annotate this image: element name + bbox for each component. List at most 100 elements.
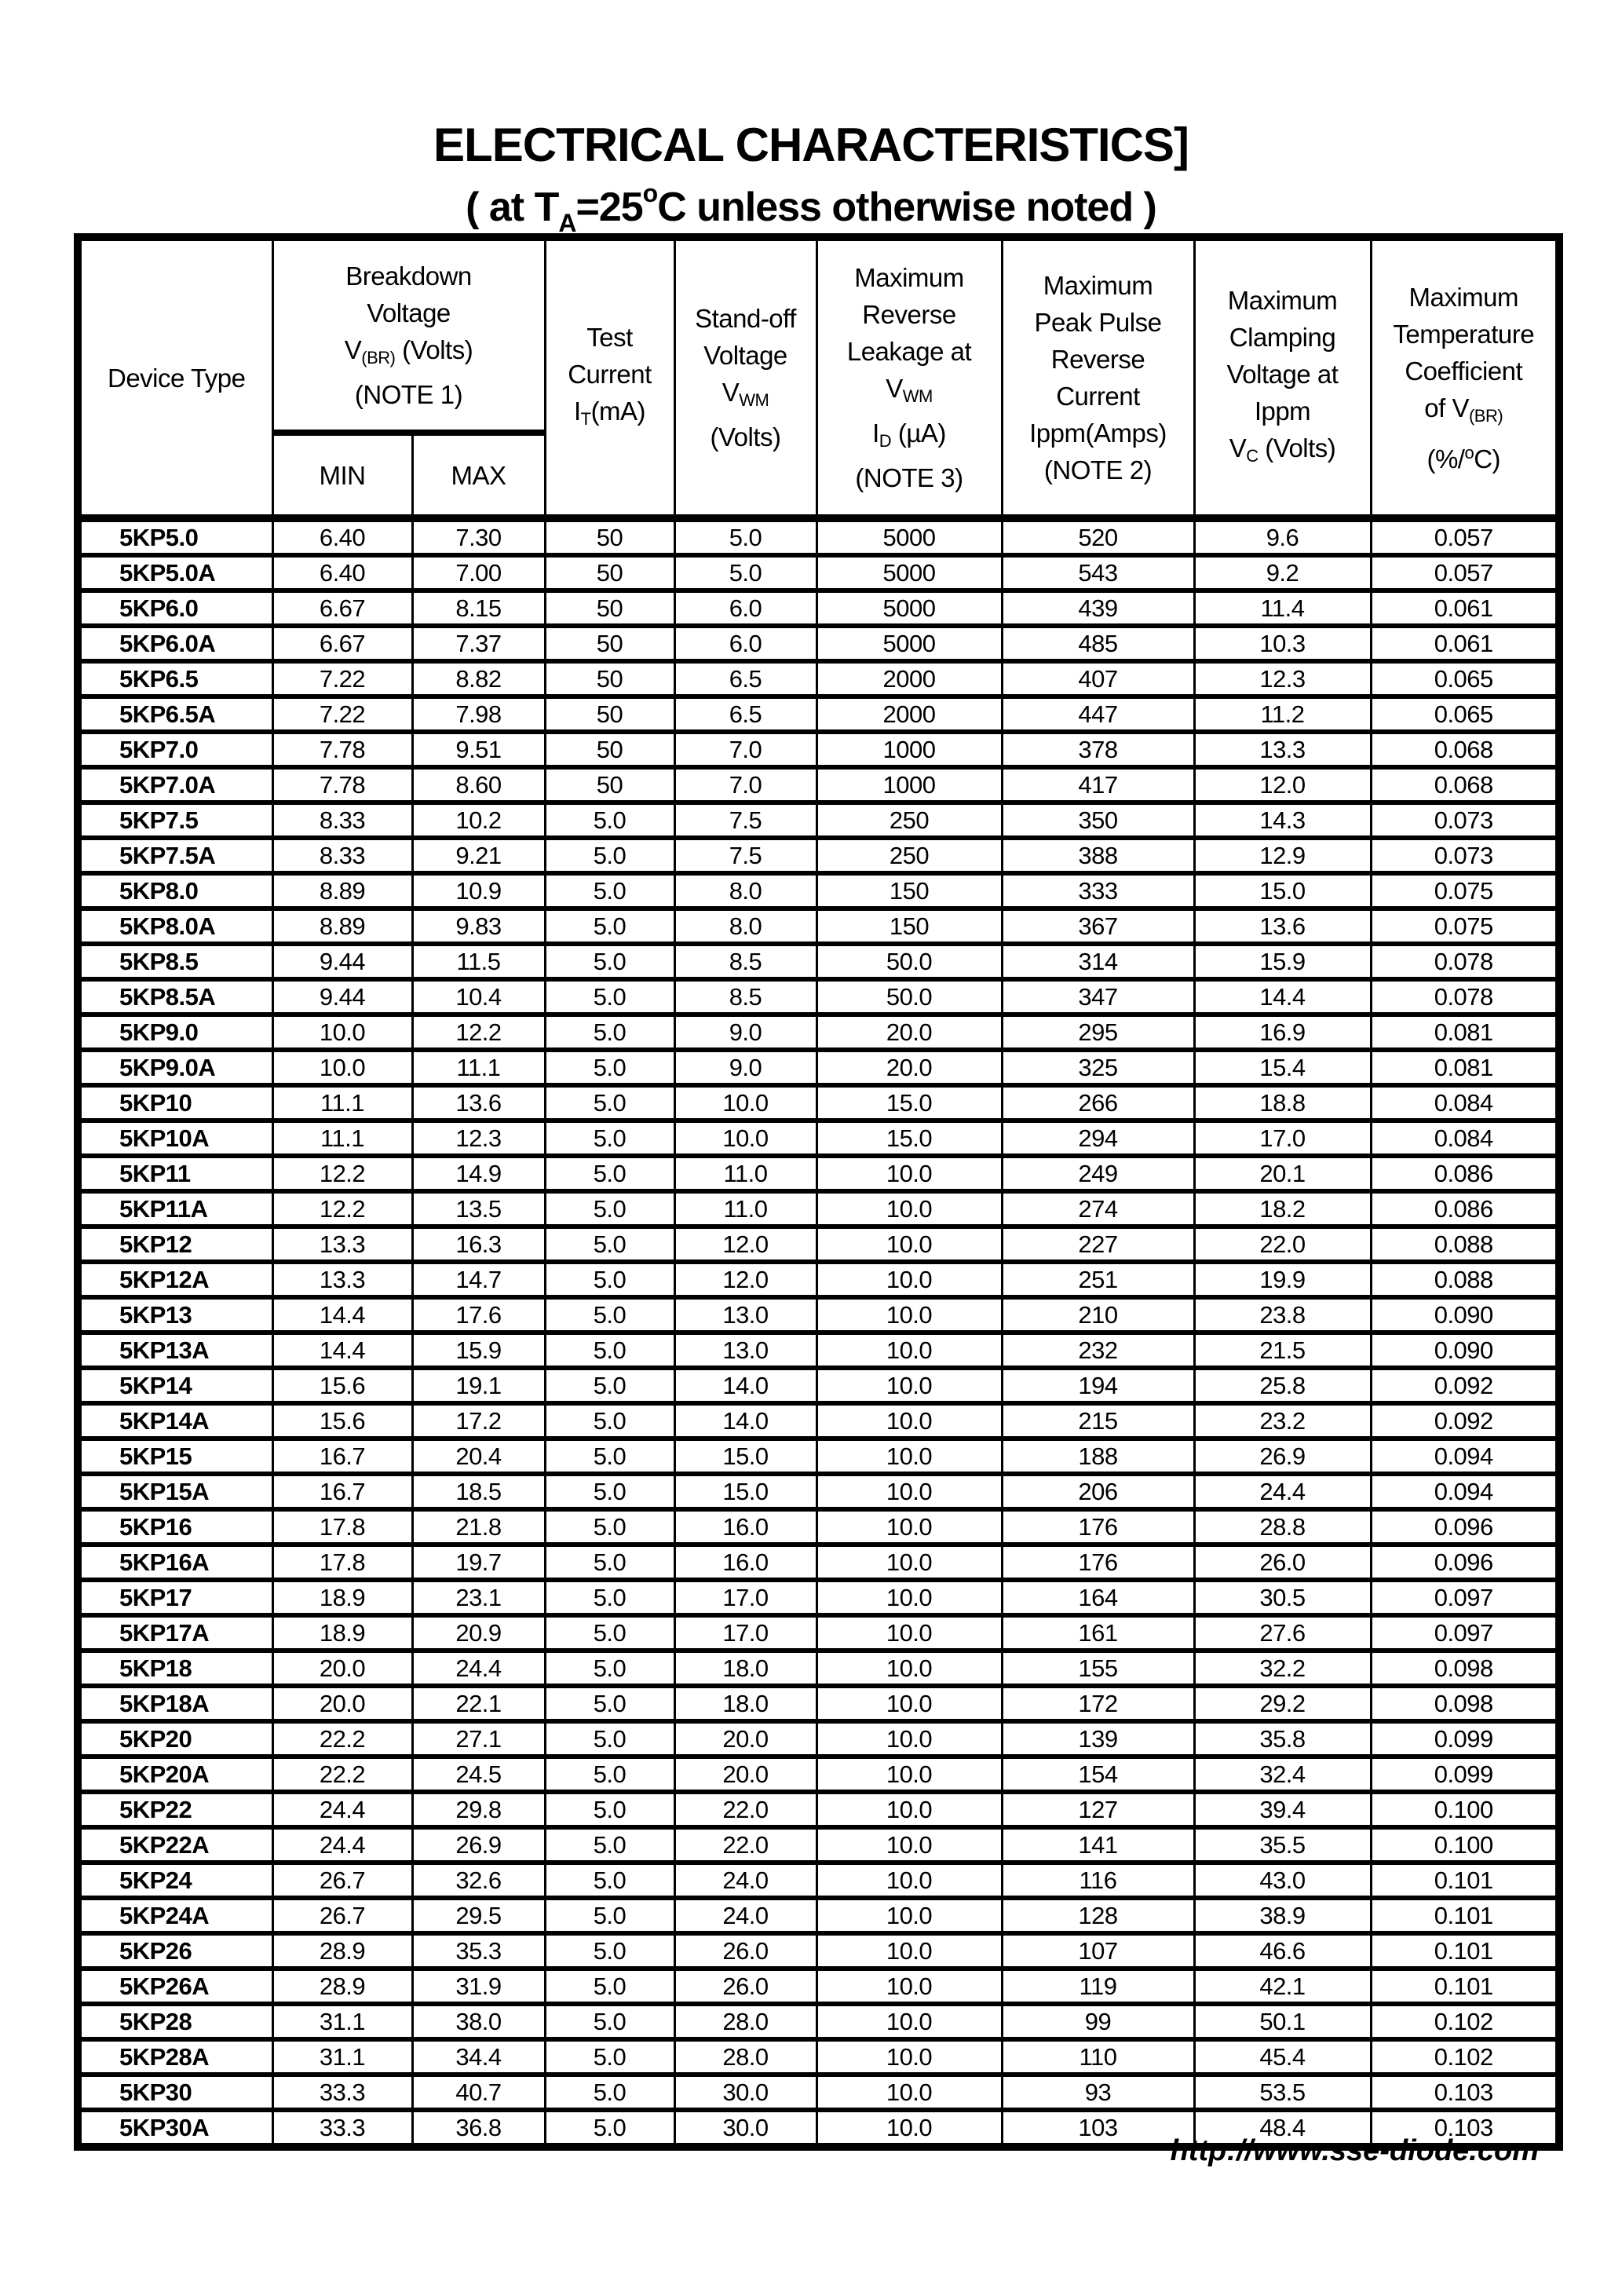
cell-standoff-voltage: 11.0 [673, 1189, 818, 1228]
table-row: 5KP6.5 7.22 8.82 50 6.5 2000 407 12.3 0.065 [76, 659, 1561, 698]
cell-standoff-voltage: 18.0 [673, 1648, 818, 1687]
header-line: VC (Volts) [1229, 433, 1336, 466]
cell-standoff-voltage: 5.0 [673, 553, 818, 592]
cell-reverse-leakage: 20.0 [815, 1047, 1003, 1087]
cell-vbr-min: 12.2 [271, 1189, 414, 1228]
cell-test-current: 5.0 [543, 1224, 676, 1263]
cell-temp-coefficient: 0.090 [1369, 1295, 1561, 1334]
cell-test-current: 5.0 [543, 1860, 676, 1899]
table-row: 5KP9.0A 10.0 11.1 5.0 9.0 20.0 325 15.4 0.081 [76, 1047, 1561, 1087]
table-row: 5KP6.0A 6.67 7.37 50 6.0 5000 485 10.3 0.061 [76, 623, 1561, 663]
cell-standoff-voltage: 30.0 [673, 2108, 818, 2148]
cell-reverse-leakage: 20.0 [815, 1012, 1003, 1051]
cell-standoff-voltage: 7.5 [673, 835, 818, 875]
cell-reverse-leakage: 10.0 [815, 1507, 1003, 1546]
table-row: 5KP18 20.0 24.4 5.0 18.0 10.0 155 32.2 0.098 [76, 1648, 1561, 1687]
cell-vbr-max: 36.8 [411, 2108, 546, 2148]
cell-reverse-leakage: 250 [815, 800, 1003, 839]
cell-clamping-voltage: 17.0 [1193, 1118, 1372, 1157]
cell-standoff-voltage: 13.0 [673, 1295, 818, 1334]
cell-test-current: 5.0 [543, 2072, 676, 2111]
cell-reverse-leakage: 10.0 [815, 1189, 1003, 1228]
cell-vbr-min: 28.9 [271, 1966, 414, 2005]
header-device-type: Device Type [76, 236, 274, 520]
cell-test-current: 5.0 [543, 1754, 676, 1793]
cell-temp-coefficient: 0.078 [1369, 977, 1561, 1016]
table-row: 5KP7.5A 8.33 9.21 5.0 7.5 250 388 12.9 0.073 [76, 835, 1561, 875]
cell-vbr-min: 9.44 [271, 977, 414, 1016]
table-row: 5KP5.0A 6.40 7.00 50 5.0 5000 543 9.2 0.057 [76, 553, 1561, 592]
cell-vbr-min: 7.22 [271, 694, 414, 733]
header-line: Stand-off [695, 304, 796, 333]
cell-temp-coefficient: 0.100 [1369, 1825, 1561, 1864]
cell-temp-coefficient: 0.073 [1369, 800, 1561, 839]
cell-test-current: 5.0 [543, 2002, 676, 2041]
cell-peak-pulse-current: 139 [1000, 1719, 1196, 1758]
cell-reverse-leakage: 150 [815, 871, 1003, 910]
table-row: 5KP12A 13.3 14.7 5.0 12.0 10.0 251 19.9 0.088 [76, 1260, 1561, 1299]
cell-test-current: 5.0 [543, 1507, 676, 1546]
header-line: Test [586, 322, 633, 352]
cell-device-type: 5KP26A [76, 1966, 274, 2005]
cell-temp-coefficient: 0.065 [1369, 694, 1561, 733]
cell-device-type: 5KP11 [76, 1153, 274, 1193]
cell-temp-coefficient: 0.084 [1369, 1118, 1561, 1157]
cell-device-type: 5KP12A [76, 1260, 274, 1299]
header-line: Maximum [1227, 285, 1338, 315]
cell-peak-pulse-current: 103 [1000, 2108, 1196, 2148]
cell-vbr-max: 27.1 [411, 1719, 546, 1758]
cell-device-type: 5KP8.0 [76, 871, 274, 910]
cell-temp-coefficient: 0.099 [1369, 1719, 1561, 1758]
cell-vbr-min: 13.3 [271, 1224, 414, 1263]
subtitle-text: =25 [575, 185, 643, 230]
cell-test-current: 50 [543, 588, 676, 627]
cell-test-current: 5.0 [543, 1472, 676, 1511]
cell-temp-coefficient: 0.100 [1369, 1790, 1561, 1829]
cell-vbr-max: 24.4 [411, 1648, 546, 1687]
cell-temp-coefficient: 0.092 [1369, 1366, 1561, 1405]
cell-vbr-max: 15.9 [411, 1330, 546, 1369]
cell-vbr-min: 14.4 [271, 1295, 414, 1334]
cell-device-type: 5KP22A [76, 1825, 274, 1864]
cell-standoff-voltage: 18.0 [673, 1684, 818, 1723]
cell-peak-pulse-current: 295 [1000, 1012, 1196, 1051]
cell-device-type: 5KP28A [76, 2037, 274, 2076]
cell-peak-pulse-current: 116 [1000, 1860, 1196, 1899]
cell-temp-coefficient: 0.101 [1369, 1966, 1561, 2005]
cell-temp-coefficient: 0.065 [1369, 659, 1561, 698]
header-line: Maximum [854, 263, 964, 292]
cell-peak-pulse-current: 232 [1000, 1330, 1196, 1369]
header-line: (NOTE 3) [855, 463, 963, 492]
cell-test-current: 5.0 [543, 1153, 676, 1193]
cell-peak-pulse-current: 164 [1000, 1578, 1196, 1617]
cell-test-current: 50 [543, 694, 676, 733]
table-row: 5KP5.0 6.40 7.30 50 5.0 5000 520 9.6 0.057 [76, 514, 1561, 557]
cell-reverse-leakage: 10.0 [815, 1931, 1003, 1970]
cell-temp-coefficient: 0.078 [1369, 941, 1561, 981]
cell-clamping-voltage: 32.4 [1193, 1754, 1372, 1793]
cell-vbr-max: 7.00 [411, 553, 546, 592]
cell-peak-pulse-current: 172 [1000, 1684, 1196, 1723]
table-row: 5KP11 12.2 14.9 5.0 11.0 10.0 249 20.1 0.086 [76, 1153, 1561, 1193]
header-line: Reverse [862, 300, 956, 329]
subtitle-sup: o [642, 179, 659, 207]
cell-test-current: 5.0 [543, 1295, 676, 1334]
cell-reverse-leakage: 5000 [815, 553, 1003, 592]
cell-peak-pulse-current: 161 [1000, 1613, 1196, 1652]
cell-vbr-min: 8.89 [271, 906, 414, 945]
cell-vbr-max: 20.4 [411, 1436, 546, 1475]
cell-test-current: 5.0 [543, 1083, 676, 1122]
cell-standoff-voltage: 22.0 [673, 1790, 818, 1829]
cell-temp-coefficient: 0.103 [1369, 2108, 1561, 2148]
cell-test-current: 5.0 [543, 871, 676, 910]
cell-temp-coefficient: 0.097 [1369, 1578, 1561, 1617]
cell-reverse-leakage: 10.0 [815, 2072, 1003, 2111]
cell-reverse-leakage: 10.0 [815, 1260, 1003, 1299]
cell-standoff-voltage: 17.0 [673, 1578, 818, 1617]
cell-clamping-voltage: 39.4 [1193, 1790, 1372, 1829]
header-breakdown-voltage: Breakdown Voltage V(BR) (Volts) (NOTE 1) [271, 236, 546, 434]
cell-temp-coefficient: 0.084 [1369, 1083, 1561, 1122]
cell-device-type: 5KP7.0 [76, 729, 274, 769]
cell-test-current: 5.0 [543, 1684, 676, 1723]
cell-vbr-max: 29.8 [411, 1790, 546, 1829]
